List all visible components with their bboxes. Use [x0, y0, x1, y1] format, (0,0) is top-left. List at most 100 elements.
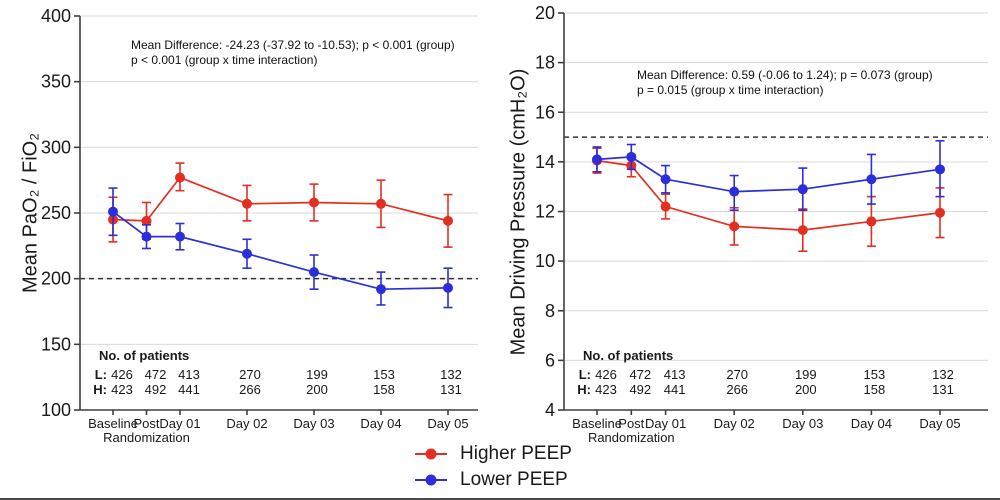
patients-count: 441: [178, 382, 200, 397]
data-point-marker: [175, 172, 185, 183]
chart-canvas: 100150200250300350400BaselinePostRandomi…: [41, 3, 988, 445]
patients-count: 158: [373, 382, 395, 397]
data-point-marker: [141, 215, 152, 226]
patients-count: 266: [726, 382, 748, 397]
patients-count: 132: [440, 367, 462, 382]
y-tick-label: 350: [41, 72, 71, 92]
gridlines: [564, 12, 988, 411]
patients-count: 426: [595, 367, 617, 382]
data-point-marker: [797, 225, 808, 236]
x-tick-label: Day 03: [293, 416, 334, 431]
annotation-line-1: Mean Difference: 0.59 (-0.06 to 1.24); p…: [637, 68, 933, 82]
data-point-marker: [626, 151, 637, 162]
patients-title: No. of patients: [99, 348, 189, 363]
y-tick-label: 8: [545, 301, 555, 321]
axes: [74, 15, 478, 415]
y-tick-label: 400: [41, 6, 71, 26]
patients-count: 266: [239, 382, 261, 397]
patients-count: 158: [864, 382, 886, 397]
x-tick-label: Day 04: [851, 416, 892, 431]
data-point-marker: [108, 206, 118, 217]
series-line: [596, 159, 941, 231]
data-point-marker: [935, 207, 945, 218]
annotation-line-2: p < 0.001 (group x time interaction): [131, 53, 318, 67]
y-tick-label: 300: [41, 137, 71, 157]
patients-count: 200: [795, 382, 817, 397]
data-point-marker: [866, 216, 877, 227]
patients-count: 200: [306, 382, 328, 397]
x-tick-label: Baseline: [88, 416, 138, 431]
patients-count: 153: [864, 367, 886, 382]
x-tick-label: Randomization: [588, 430, 675, 445]
legend: Higher PEEP Lower PEEP: [412, 442, 572, 492]
data-point-marker: [175, 231, 185, 242]
patients-count: 423: [111, 382, 133, 397]
patients-row-label: L:: [95, 367, 107, 382]
data-point-marker: [660, 201, 671, 212]
data-point-marker: [443, 282, 453, 293]
y-tick-label: 20: [535, 3, 555, 23]
patients-count: 472: [629, 367, 651, 382]
patients-count: 426: [111, 367, 133, 382]
patients-table: No. of patients L: 426 472 413 270 199 153 132 H:…: [577, 348, 954, 397]
patients-row-label: L:: [579, 367, 591, 382]
x-tick-label: Day 02: [714, 416, 755, 431]
data-point-marker: [935, 164, 945, 175]
patients-count: 131: [932, 382, 954, 397]
y-axis-title-driving-pressure: Mean Driving Pressure (cmH₂O): [507, 68, 530, 356]
x-tick-label: Day 04: [360, 416, 401, 431]
y-tick-label: 6: [545, 350, 555, 370]
annotation-driving-pressure: Mean Difference: 0.59 (-0.06 to 1.24); p…: [637, 68, 933, 98]
data-point-marker: [592, 154, 602, 165]
y-tick-label: 10: [535, 251, 555, 271]
legend-item-lower-peep: Lower PEEP: [412, 468, 572, 492]
data-point-marker: [242, 248, 252, 259]
y-axis-title-pao2-fio2: Mean PaO₂ / FiO₂: [19, 132, 42, 294]
legend-label-lower-peep: Lower PEEP: [460, 469, 568, 490]
patients-count: 199: [795, 367, 817, 382]
patients-count: 132: [932, 367, 954, 382]
patients-count: 270: [239, 367, 261, 382]
data-point-marker: [376, 284, 386, 295]
panel-1: 4 6 8 10 12 14 16 18 20 BaselinePostRandomization…: [535, 3, 988, 445]
data-point-marker: [309, 197, 319, 208]
x-tick-label: Post: [133, 416, 159, 431]
data-point-marker: [376, 198, 386, 209]
series-line: [112, 211, 449, 291]
y-tick-label: 12: [535, 202, 555, 222]
series-higher-peep: [108, 162, 453, 248]
series-lower-peep: [108, 187, 453, 309]
y-tick-label: 250: [41, 203, 71, 223]
y-tick-label: 150: [41, 334, 71, 354]
data-point-marker: [660, 174, 671, 185]
x-tick-label: Randomization: [103, 430, 190, 445]
data-point-marker: [242, 198, 252, 209]
y-tick-label: 4: [545, 400, 555, 420]
patients-row-label: H:: [93, 382, 107, 397]
patients-count: 441: [664, 382, 686, 397]
y-tick-label: 16: [535, 102, 555, 122]
patients-count: 153: [373, 367, 395, 382]
x-tick-label: Post: [618, 416, 644, 431]
axes: [558, 12, 988, 415]
data-point-marker: [309, 267, 319, 278]
series-line: [112, 176, 449, 222]
patients-count: 492: [629, 382, 651, 397]
data-point-marker: [141, 231, 152, 242]
patients-count: 270: [726, 367, 748, 382]
x-tick-label: Baseline: [572, 416, 622, 431]
data-point-marker: [443, 215, 453, 226]
patients-table: No. of patients L: 426 472 413 270 199 153 132 H:…: [93, 348, 462, 397]
higher-peep-marker-icon: [415, 448, 447, 460]
x-tick-label: Day 01: [159, 416, 200, 431]
data-point-marker: [866, 174, 877, 185]
annotation-pao2-fio2: Mean Difference: -24.23 (-37.92 to -10.5…: [131, 38, 455, 68]
legend-item-higher-peep: Higher PEEP: [412, 442, 572, 466]
legend-label-higher-peep: Higher PEEP: [460, 443, 572, 464]
series-higher-peep: [592, 147, 945, 252]
x-tick-label: Day 02: [226, 416, 267, 431]
patients-count: 472: [145, 367, 167, 382]
patients-count: 413: [664, 367, 686, 382]
patients-count: 131: [440, 382, 462, 397]
